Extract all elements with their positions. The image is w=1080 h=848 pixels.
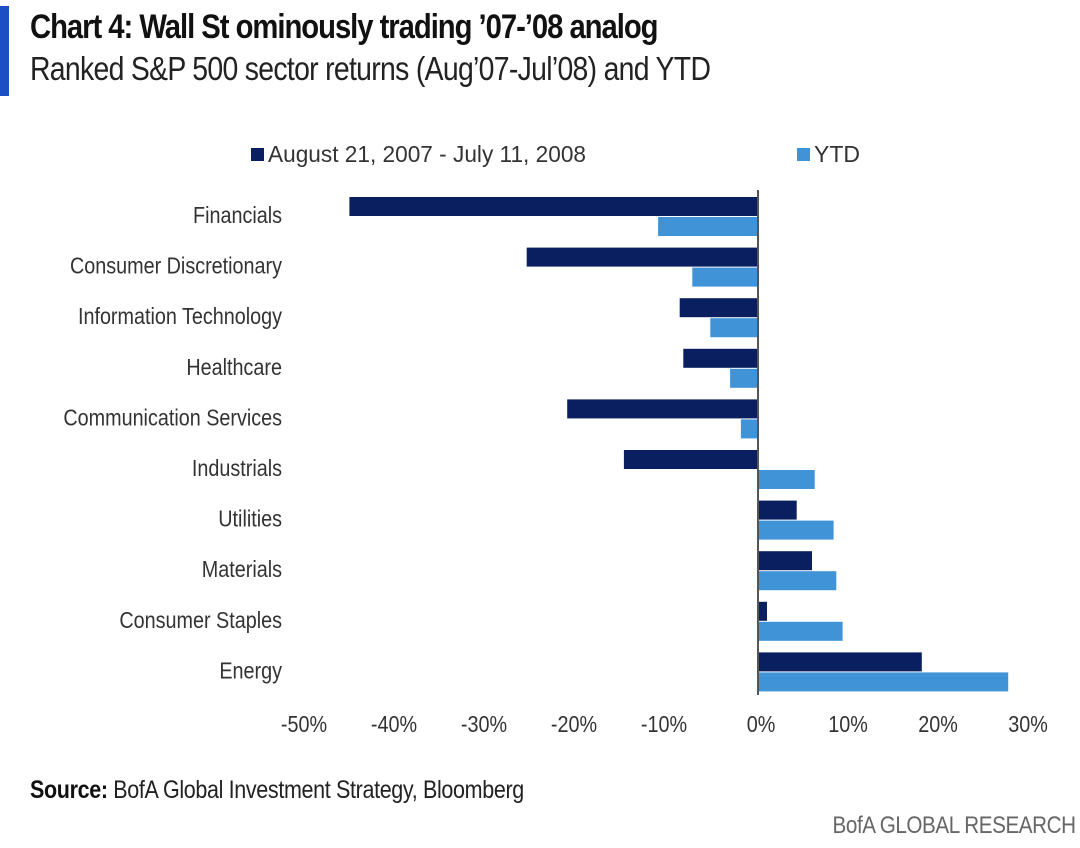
bar-utilities-period (758, 500, 797, 520)
bar-energy-period (758, 652, 922, 672)
x-tick-label: 20% (918, 712, 958, 738)
category-label-communication-services: Communication Services (63, 405, 282, 431)
legend-swatch-ytd (797, 148, 810, 161)
chart-title: Chart 4: Wall St ominously trading ’07-’… (30, 8, 659, 46)
x-tick-label: 0% (747, 712, 776, 738)
bar-materials-period (758, 551, 812, 571)
legend-label-period: August 21, 2007 - July 11, 2008 (268, 141, 586, 167)
legend: August 21, 2007 - July 11, 2008 YTD (251, 141, 860, 167)
x-tick-label: 30% (1008, 712, 1048, 738)
category-label-financials: Financials (193, 203, 282, 229)
category-label-consumer-discretionary: Consumer Discretionary (70, 253, 282, 279)
legend-label-ytd: YTD (814, 141, 860, 167)
y-axis-labels: Financials Consumer Discretionary Informat… (63, 203, 282, 684)
bar-industrials-period (623, 450, 758, 469)
bar-materials-ytd (758, 571, 837, 591)
source-label: Source: (30, 776, 108, 804)
bar-financials-period (349, 197, 758, 216)
x-tick-label: -10% (641, 712, 687, 738)
category-label-information-technology: Information Technology (78, 304, 282, 330)
bar-consumer-staples-period (758, 601, 767, 621)
legend-swatch-period (251, 148, 264, 161)
x-tick-label: -40% (371, 712, 417, 738)
x-axis-tick-labels: -50% -40% -30% -20% -10% 0% 10% 20% 30% (281, 712, 1048, 738)
x-tick-label: 10% (828, 712, 868, 738)
category-label-consumer-staples: Consumer Staples (119, 607, 282, 633)
chart-subtitle: Ranked S&P 500 sector returns (Aug’07-Ju… (30, 50, 711, 87)
bars (349, 197, 1009, 692)
bar-consumer-discretionary-ytd (692, 267, 758, 287)
bar-consumer-discretionary-period (526, 247, 758, 267)
x-tick-label: -30% (461, 712, 507, 738)
bar-communication-services-ytd (740, 419, 758, 439)
x-tick-label: -20% (551, 712, 597, 738)
category-label-utilities: Utilities (218, 506, 282, 532)
brand-label: BofA GLOBAL RESEARCH (832, 812, 1076, 839)
bar-utilities-ytd (758, 520, 834, 540)
category-label-healthcare: Healthcare (186, 354, 282, 380)
bar-healthcare-period (683, 348, 758, 368)
bar-financials-ytd (658, 217, 758, 236)
x-tick-label: -50% (281, 712, 327, 738)
source-note: Source: BofA Global Investment Strategy,… (30, 776, 524, 805)
bar-industrials-ytd (758, 470, 815, 489)
category-label-industrials: Industrials (192, 456, 282, 482)
bar-information-technology-period (679, 298, 758, 318)
bar-energy-ytd (758, 672, 1009, 692)
title-accent-bar (0, 6, 9, 96)
category-label-materials: Materials (202, 557, 282, 583)
source-text: BofA Global Investment Strategy, Bloombe… (107, 776, 524, 804)
bar-communication-services-period (567, 399, 758, 419)
category-label-energy: Energy (219, 658, 282, 684)
bar-healthcare-ytd (730, 368, 758, 388)
bar-information-technology-ytd (710, 318, 758, 338)
bar-consumer-staples-ytd (758, 621, 843, 641)
